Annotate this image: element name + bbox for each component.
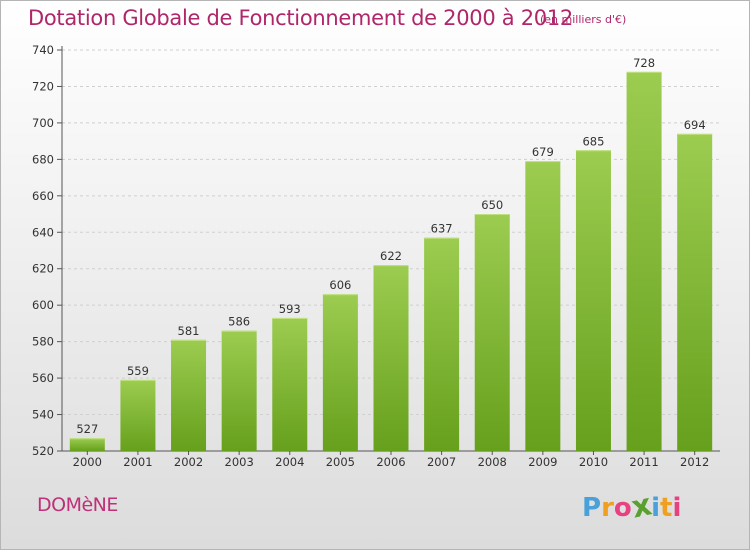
bar-2008 [474, 214, 510, 451]
bar-2010 [575, 150, 611, 451]
data-label: 685 [582, 134, 604, 148]
data-label: 527 [76, 422, 98, 436]
proxiti-logo: Proxiti [582, 487, 682, 525]
commune-name: DOMèNE [37, 494, 118, 516]
data-label: 593 [279, 302, 301, 316]
x-tick-label: 2007 [427, 455, 456, 469]
bar-2005 [322, 294, 358, 451]
logo-letter: i [651, 493, 661, 523]
data-label: 728 [633, 56, 655, 70]
chart-subtitle: (en milliers d'€) [540, 13, 627, 26]
x-tick-label: 2009 [528, 455, 557, 469]
data-label: 559 [127, 364, 149, 378]
y-tick-label: 540 [32, 408, 54, 422]
y-tick-label: 700 [32, 116, 54, 130]
y-tick-label: 520 [32, 444, 54, 458]
x-tick-label: 2003 [225, 455, 254, 469]
bar-2000 [69, 438, 105, 451]
bar-2011 [626, 71, 662, 451]
y-tick-label: 600 [32, 298, 54, 312]
data-label: 637 [431, 222, 453, 236]
logo-letter: t [660, 493, 673, 523]
x-tick-label: 2012 [680, 455, 709, 469]
x-tick-label: 2002 [174, 455, 203, 469]
y-tick-label: 640 [32, 225, 54, 239]
data-label: 622 [380, 249, 402, 263]
data-label: 679 [532, 145, 554, 159]
y-tick-label: 720 [32, 79, 54, 93]
logo-letter: r [601, 493, 614, 523]
x-tick-label: 2004 [275, 455, 304, 469]
bar-2009 [525, 161, 561, 451]
x-tick-label: 2000 [73, 455, 102, 469]
chart-title: Dotation Globale de Fonctionnement de 20… [28, 6, 573, 30]
bar-2001 [120, 379, 156, 451]
bar-2007 [424, 237, 460, 451]
data-label: 606 [329, 278, 351, 292]
data-label: 586 [228, 315, 250, 329]
x-tick-label: 2001 [123, 455, 152, 469]
x-tick-label: 2006 [376, 455, 405, 469]
x-tick-label: 2011 [629, 455, 658, 469]
x-tick-label: 2005 [326, 455, 355, 469]
logo-letter: i [672, 493, 682, 523]
bar-2006 [373, 265, 409, 451]
y-tick-label: 620 [32, 262, 54, 276]
bar-2004 [272, 317, 308, 451]
bar-2012 [677, 133, 713, 451]
data-label: 581 [178, 324, 200, 338]
x-tick-label: 2008 [478, 455, 507, 469]
bar-2003 [221, 330, 257, 451]
data-label: 650 [481, 198, 503, 212]
y-tick-label: 660 [32, 189, 54, 203]
bar-2002 [171, 339, 207, 451]
y-tick-label: 680 [32, 152, 54, 166]
y-tick-label: 560 [32, 371, 54, 385]
logo-letter: o [613, 493, 632, 523]
data-label: 694 [684, 118, 706, 132]
x-tick-label: 2010 [579, 455, 608, 469]
logo-letter: P [582, 493, 602, 523]
y-tick-label: 580 [32, 335, 54, 349]
y-tick-label: 740 [32, 43, 54, 57]
